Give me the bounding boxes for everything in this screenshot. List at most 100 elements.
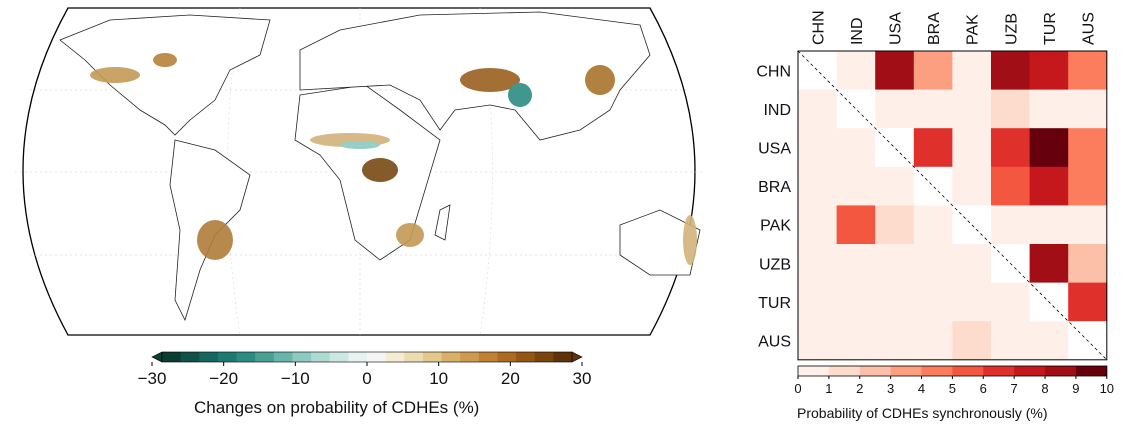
colorbar-bin bbox=[1075, 366, 1108, 376]
diagonal-line bbox=[797, 50, 1108, 361]
heatmap-cell bbox=[952, 282, 992, 322]
column-label: USA bbox=[888, 12, 905, 45]
colorbar-bin bbox=[367, 352, 387, 362]
colorbar-bin bbox=[217, 352, 238, 362]
heatmap: CHN IND USA BRA PAK UZB TUR AUS CHN IND USA BRA PAK U… bbox=[756, 10, 1114, 396]
row-label: BRA bbox=[758, 179, 791, 196]
heatmap-cell bbox=[1029, 89, 1069, 129]
heatmap-cell bbox=[798, 128, 837, 168]
cdhe-change-patches bbox=[90, 53, 697, 265]
heatmap-cell bbox=[1029, 166, 1069, 206]
heatmap-cell bbox=[913, 205, 953, 245]
heatmap-cell bbox=[913, 89, 953, 129]
colorbar-bin bbox=[478, 352, 498, 362]
heatmap-cell bbox=[836, 244, 876, 283]
colorbar-tick-label: 4 bbox=[918, 381, 925, 396]
heatmap-cell bbox=[913, 128, 953, 168]
heatmap-cell bbox=[875, 89, 915, 129]
colorbar-tick-label: −10 bbox=[281, 369, 310, 388]
colorbar-tick-label: 3 bbox=[887, 381, 894, 396]
heatmap-cell bbox=[836, 51, 876, 90]
heatmap-cell bbox=[836, 89, 876, 129]
heatmap-cell bbox=[836, 128, 876, 168]
map-colorbar-label: Changes on probability of CDHEs (%) bbox=[194, 398, 480, 417]
colorbar-bin bbox=[1045, 366, 1077, 376]
colorbar-bin bbox=[236, 352, 256, 362]
heatmap-cell bbox=[1068, 244, 1108, 283]
heatmap-cell bbox=[991, 89, 1030, 129]
colorbar-bin bbox=[422, 352, 443, 362]
colorbar-bin bbox=[460, 352, 480, 362]
heatmap-cell bbox=[952, 166, 992, 206]
heatmap-cell bbox=[991, 282, 1030, 322]
patch bbox=[508, 83, 532, 107]
colorbar-tick-label: 6 bbox=[980, 381, 987, 396]
patch bbox=[460, 68, 520, 92]
heatmap-cell bbox=[836, 205, 876, 245]
column-label: CHN bbox=[810, 10, 827, 45]
colorbar-bin bbox=[273, 352, 293, 362]
colorbar-extend-min bbox=[151, 351, 163, 363]
heatmap-cell bbox=[798, 321, 837, 361]
column-label: PAK bbox=[965, 14, 982, 45]
heatmap-cell bbox=[798, 166, 837, 206]
heatmap-cell bbox=[952, 89, 992, 129]
heatmap-cell bbox=[1068, 128, 1108, 168]
heatmap-frame bbox=[797, 50, 1108, 361]
heatmap-cell bbox=[798, 205, 837, 245]
heatmap-cell bbox=[913, 244, 953, 283]
heatmap-cell bbox=[798, 89, 837, 129]
heatmap-cell bbox=[1029, 321, 1069, 361]
colorbar-tick-label: 10 bbox=[429, 369, 448, 388]
colorbar-tick-label: 10 bbox=[1100, 381, 1114, 396]
row-label: PAK bbox=[760, 218, 791, 235]
heatmap-cell bbox=[913, 166, 953, 206]
heatmap-cell bbox=[991, 128, 1030, 168]
colorbar-tick-label: 7 bbox=[1011, 381, 1018, 396]
colorbar-tick-label: 9 bbox=[1072, 381, 1079, 396]
row-label: UZB bbox=[759, 256, 791, 273]
heatmap-cell bbox=[1029, 128, 1069, 168]
patch bbox=[585, 65, 615, 95]
heatmap-cell bbox=[1068, 282, 1108, 322]
colorbar-bin bbox=[385, 352, 405, 362]
colorbar-bin bbox=[921, 366, 953, 376]
colorbar-bin bbox=[162, 352, 182, 362]
heatmap-cell bbox=[1068, 166, 1108, 206]
colorbar-bin bbox=[329, 352, 349, 362]
colorbar-bin bbox=[516, 352, 536, 362]
row-label: AUS bbox=[758, 334, 791, 351]
world-map: −30 −20 −10 0 10 20 30 bbox=[15, 7, 705, 388]
colorbar-bin bbox=[441, 352, 461, 362]
heatmap-cell bbox=[1029, 244, 1069, 283]
heatmap-cell bbox=[798, 51, 837, 90]
madagascar bbox=[434, 204, 451, 241]
heatmap-cell bbox=[913, 282, 953, 322]
heatmap-cell bbox=[1029, 51, 1069, 90]
heatmap-cell bbox=[1068, 51, 1108, 90]
heatmap-cell bbox=[952, 128, 992, 168]
patch bbox=[153, 53, 177, 67]
heatmap-cell bbox=[991, 51, 1030, 90]
heatmap-cell bbox=[875, 282, 915, 322]
column-label: IND bbox=[849, 17, 866, 45]
colorbar-bin bbox=[1014, 366, 1046, 376]
colorbar-bin bbox=[348, 352, 368, 362]
patch bbox=[396, 223, 424, 247]
heatmap-cell bbox=[952, 51, 992, 90]
heatmap-cell bbox=[991, 321, 1030, 361]
map-colorbar: −30 −20 −10 0 10 20 30 bbox=[138, 351, 591, 388]
column-label: TUR bbox=[1042, 12, 1059, 45]
colorbar-bin bbox=[292, 352, 312, 362]
heatmap-cell bbox=[991, 205, 1030, 245]
colorbar-bin bbox=[199, 352, 219, 362]
colorbar-tick-label: 2 bbox=[856, 381, 863, 396]
heatmap-cell bbox=[875, 205, 915, 245]
colorbar-tick-label: −20 bbox=[209, 369, 238, 388]
colorbar-bin bbox=[534, 352, 554, 362]
row-label: TUR bbox=[758, 295, 791, 312]
heatmap-colorbar-label: Probability of CDHEs synchronously (%) bbox=[797, 405, 1048, 421]
colorbar-extend-max bbox=[571, 351, 583, 363]
heatmap-cell bbox=[913, 51, 953, 90]
